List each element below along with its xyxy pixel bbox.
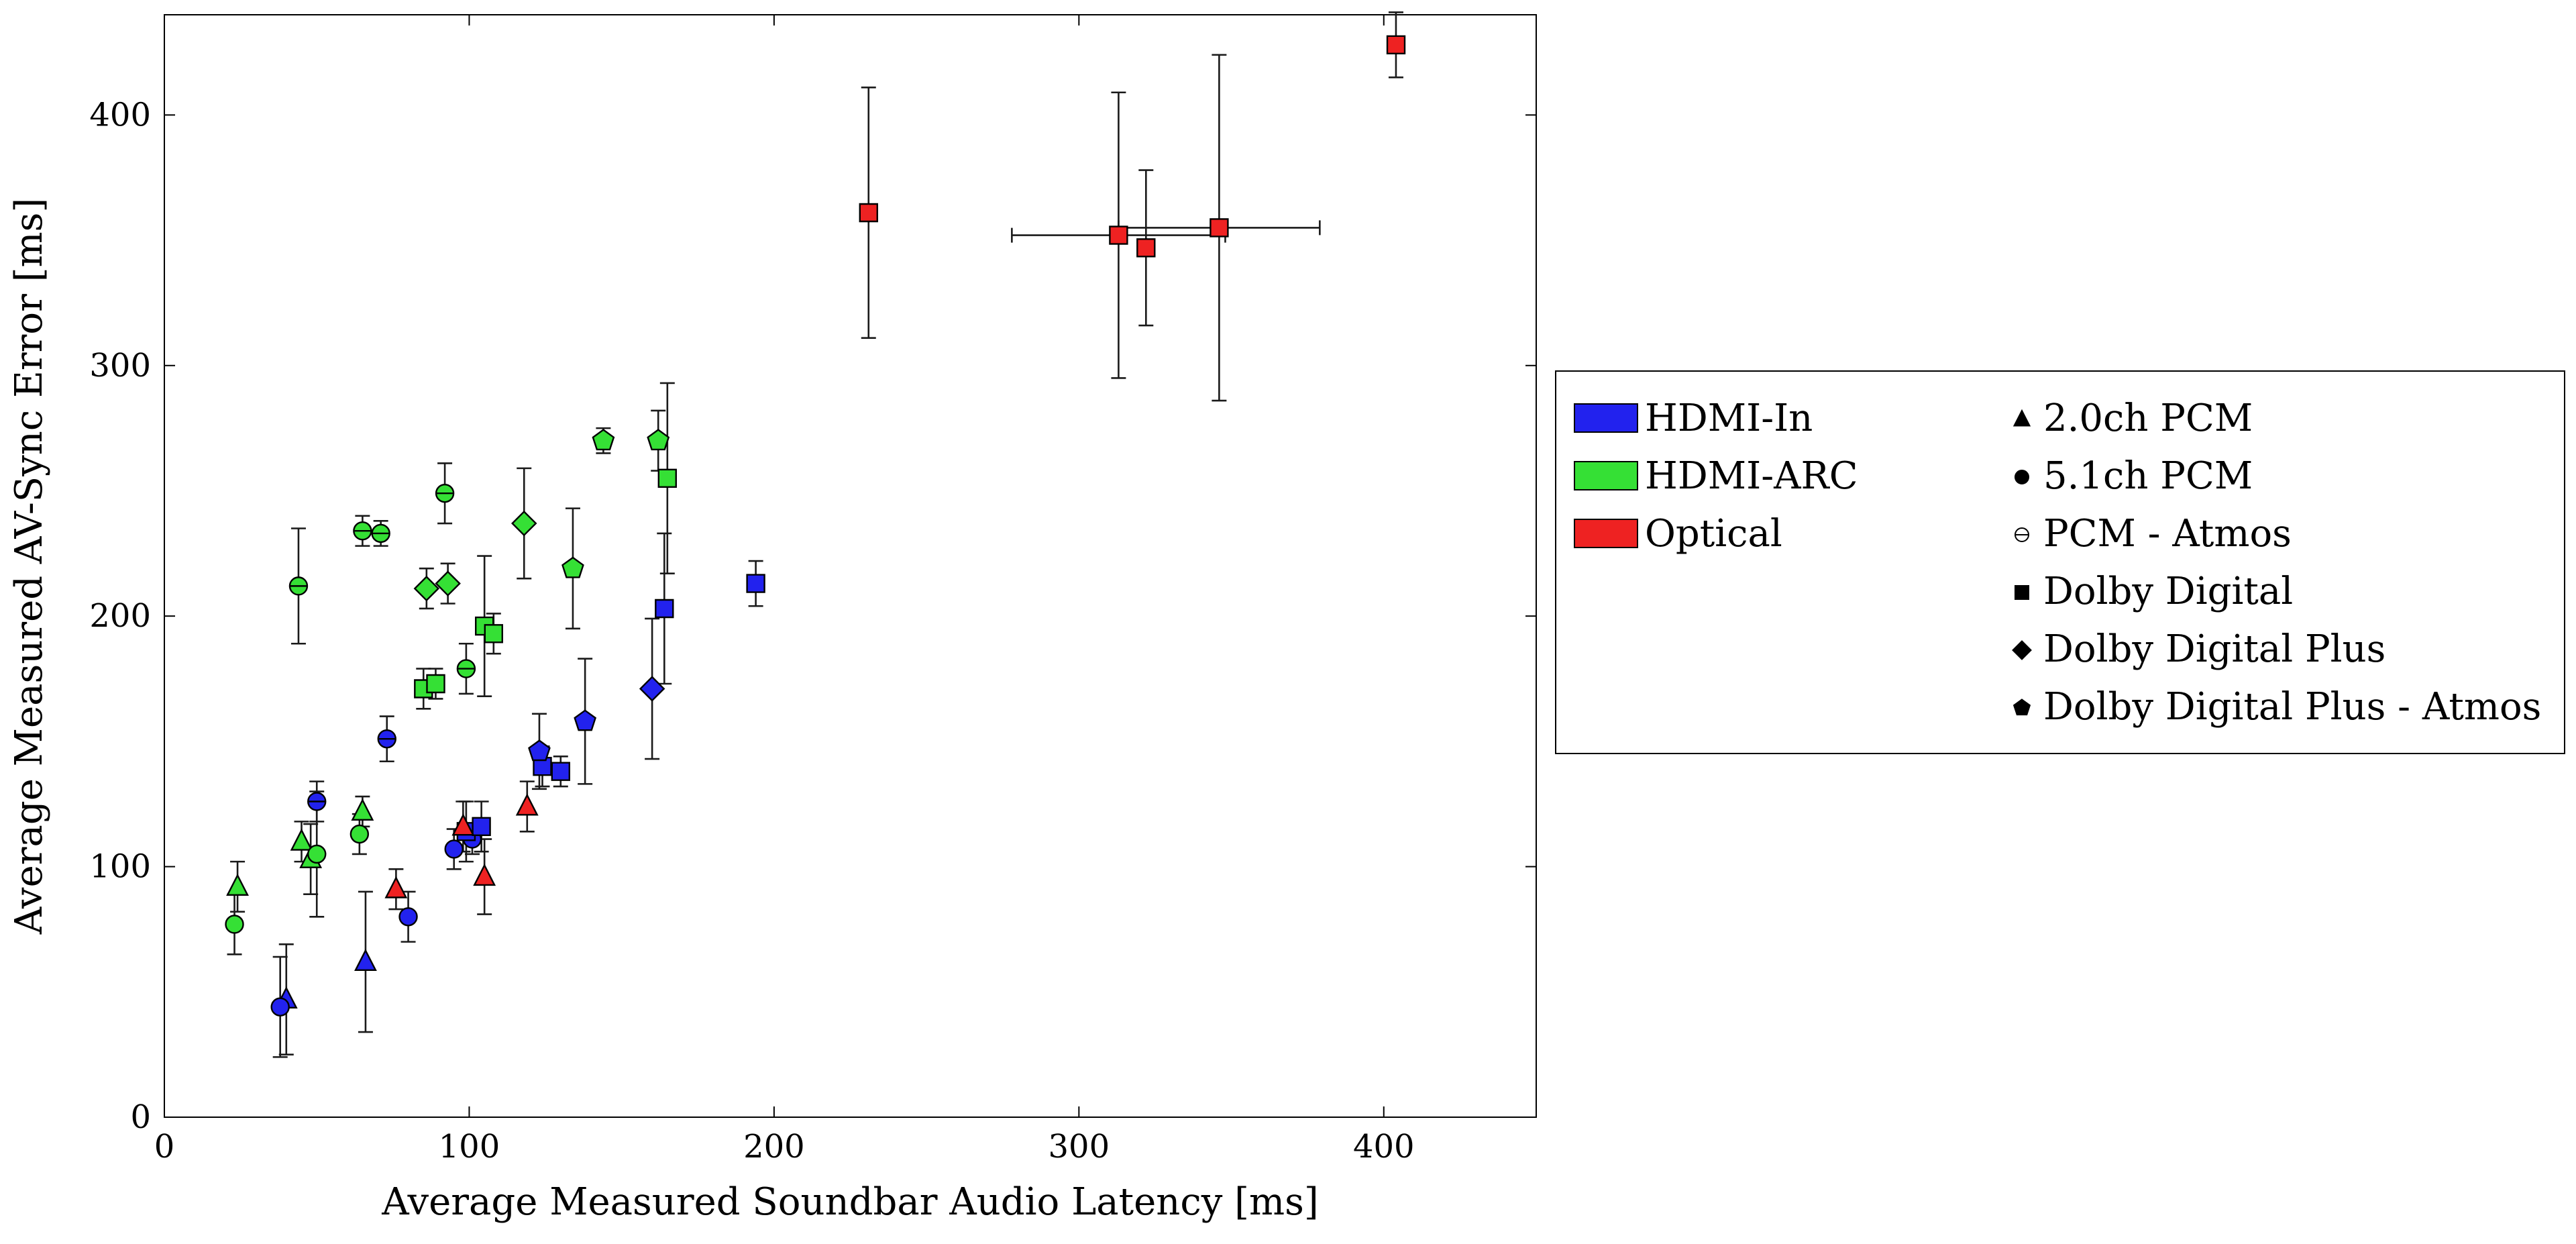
circle-marker-icon: [2015, 470, 2029, 484]
y-tick-label: 400: [89, 96, 151, 134]
data-point: [451, 813, 475, 836]
legend-label-pcm-atmos: PCM - Atmos: [2043, 511, 2292, 556]
data-point: [561, 556, 584, 578]
data-point: [426, 674, 445, 694]
data-point: [647, 429, 670, 451]
legend-entry-dolby-digital-plus: Dolby Digital Plus: [2007, 620, 2541, 678]
legend-label-20ch-pcm: 2.0ch PCM: [2043, 396, 2253, 440]
data-point: [592, 429, 615, 451]
legend-marker-glyph: [2015, 585, 2029, 600]
legend-label-dolby-digital-plus-atmos: Dolby Digital Plus - Atmos: [2043, 684, 2542, 729]
pentagon-marker-icon: [2012, 698, 2031, 716]
data-point: [639, 676, 665, 702]
x-tick-label: 300: [1049, 1128, 1110, 1165]
data-point: [574, 709, 597, 731]
scatter-plot-area: 0 100 200 300 400 0 100 200 300 400 Average Measur…: [7, 11, 1537, 1224]
legend-entry-hdmi-in: HDMI-In: [1574, 389, 1976, 447]
diamond-marker-icon: [2012, 640, 2032, 660]
legend-marker-glyph: [2012, 409, 2031, 427]
data-point: [307, 844, 327, 864]
legend-label-hdmi-in: HDMI-In: [1645, 396, 1813, 440]
legend-marker-glyph: [2012, 698, 2031, 716]
legend-entry-hdmi-arc: HDMI-ARC: [1574, 447, 1976, 505]
data-point: [398, 907, 418, 927]
optical-color-swatch: [1574, 519, 1638, 548]
data-point: [290, 828, 313, 851]
legend-label-optical: Optical: [1645, 511, 1782, 556]
legend-entry-51ch-pcm: 5.1ch PCM: [2007, 447, 2541, 505]
legend-connections: HDMI-In HDMI-ARC Optical: [1574, 389, 1976, 562]
square-marker-icon: [2015, 585, 2029, 600]
data-point: [515, 793, 539, 816]
legend-label-51ch-pcm: 5.1ch PCM: [2043, 454, 2253, 498]
data-point: [225, 915, 244, 934]
triangle-marker-icon: [2012, 409, 2031, 427]
data-point: [384, 876, 408, 898]
data-point: [473, 863, 496, 886]
data-point: [350, 824, 370, 844]
y-tick-label: 300: [89, 347, 151, 384]
data-point: [859, 203, 879, 223]
data-point: [270, 997, 290, 1017]
legend-marker-glyph: [2015, 470, 2029, 484]
hdmi-in-color-swatch: [1574, 403, 1638, 433]
data-point: [511, 510, 537, 537]
data-point: [1109, 225, 1128, 245]
plot-border: [164, 14, 1537, 1118]
x-tick-label: 100: [439, 1128, 500, 1165]
data-point: [655, 599, 674, 619]
data-point: [551, 762, 570, 781]
legend-entry-20ch-pcm: 2.0ch PCM: [2007, 389, 2541, 447]
data-point: [528, 739, 551, 762]
x-tick-label: 0: [154, 1128, 175, 1165]
legend-formats: 2.0ch PCM 5.1ch PCM PCM - Atmos Dolby Di…: [2007, 389, 2541, 735]
data-point: [484, 624, 503, 643]
data-point: [226, 873, 249, 896]
y-tick-label: 200: [89, 597, 151, 635]
data-point: [435, 570, 461, 597]
open-circle-marker-icon: [2015, 527, 2029, 542]
x-tick-label: 400: [1353, 1128, 1415, 1165]
legend-entry-optical: Optical: [1574, 505, 1976, 562]
data-point: [746, 574, 765, 593]
x-tick-label: 200: [743, 1128, 805, 1165]
legend-entry-dolby-digital-plus-atmos: Dolby Digital Plus - Atmos: [2007, 678, 2541, 735]
data-point: [351, 798, 374, 821]
x-axis-label: Average Measured Soundbar Audio Latency …: [381, 1180, 1318, 1224]
hdmi-arc-color-swatch: [1574, 461, 1638, 490]
data-point: [1136, 238, 1156, 258]
y-axis-label: Average Measured AV-Sync Error [ms]: [7, 198, 51, 935]
data-point: [1210, 218, 1229, 238]
legend-entry-dolby-digital: Dolby Digital: [2007, 562, 2541, 620]
y-tick-label: 0: [130, 1098, 151, 1136]
data-point: [354, 948, 377, 972]
legend-marker-glyph: [2012, 640, 2032, 660]
legend: HDMI-In HDMI-ARC Optical 2.0ch PCM 5.1ch…: [1555, 370, 2566, 754]
data-point: [413, 575, 440, 602]
legend-entry-pcm-atmos: PCM - Atmos: [2007, 505, 2541, 562]
y-tick-label: 100: [89, 848, 151, 886]
data-point: [444, 839, 464, 859]
legend-label-hdmi-arc: HDMI-ARC: [1645, 454, 1858, 498]
data-point: [1386, 35, 1406, 55]
legend-label-dolby-digital: Dolby Digital: [2043, 569, 2294, 613]
scatter-plot: 0 100 200 300 400 0 100 200 300 400 Average Measur…: [7, 11, 1537, 1224]
data-point: [657, 468, 677, 488]
data-point: [472, 817, 491, 837]
legend-label-dolby-digital-plus: Dolby Digital Plus: [2043, 627, 2386, 671]
